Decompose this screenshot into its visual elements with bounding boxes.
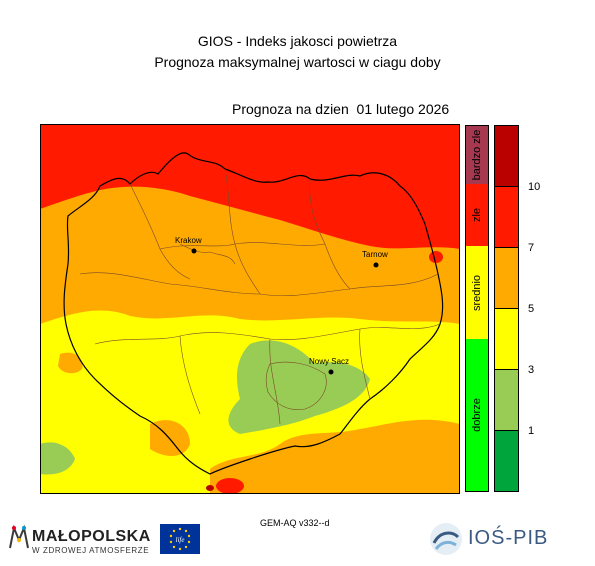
scale-segment bbox=[495, 248, 518, 309]
index-scale bbox=[494, 125, 519, 492]
ios-pib-logo-icon bbox=[430, 523, 462, 555]
ios-pib-name: IOŚ-PIB bbox=[468, 527, 549, 549]
forecast-date: Prognoza na dzien 01 lutego 2026 bbox=[232, 101, 450, 117]
zone-bad-spot bbox=[216, 478, 244, 494]
zone-bad bbox=[40, 124, 460, 249]
scale-tick: 5 bbox=[528, 303, 535, 315]
city-label: Krakow bbox=[175, 236, 202, 245]
legend-bad-label: zle bbox=[471, 207, 483, 223]
malopolska-name: MAŁOPOLSKA bbox=[32, 528, 151, 545]
zone-very-bad-spot bbox=[206, 485, 214, 491]
scale-segment bbox=[495, 309, 518, 370]
malopolska-logo-icon bbox=[9, 524, 29, 549]
malopolska-tagline: W ZDROWEJ ATMOSFERZE bbox=[32, 546, 150, 555]
eu-life-logo-icon: life bbox=[160, 524, 200, 554]
zone-good-sw bbox=[40, 442, 75, 475]
eu-life-logo-text: life bbox=[176, 536, 185, 544]
legend-bad: zle bbox=[466, 184, 488, 246]
county-borders bbox=[79, 168, 441, 425]
city-label: Nowy Sacz bbox=[309, 357, 349, 366]
scale-tick: 10 bbox=[528, 181, 541, 193]
model-label: GEM-AQ v332--d bbox=[260, 518, 330, 528]
map-title: GIOS - Indeks jakosci powietrza bbox=[197, 33, 398, 49]
scale-segment bbox=[495, 187, 518, 248]
map-subtitle: Prognoza maksymalnej wartosci w ciagu do… bbox=[154, 54, 441, 70]
category-legend: bardzo zle zle srednio dobrze bbox=[465, 125, 489, 492]
legend-moderate-label: srednio bbox=[471, 274, 483, 311]
zone-bad-spot bbox=[429, 251, 443, 263]
zone-good bbox=[228, 340, 370, 434]
city-nowy-sacz: Nowy Sacz bbox=[309, 357, 349, 375]
scale-tick: 1 bbox=[528, 425, 535, 437]
legend-moderate: srednio bbox=[466, 246, 488, 339]
legend-very-bad: bardzo zle bbox=[466, 126, 488, 184]
air-quality-map: Krakow Tarnow Nowy Sacz bbox=[40, 124, 460, 494]
city-krakow: Krakow bbox=[175, 236, 202, 254]
zone-moderate-high-patch bbox=[58, 352, 83, 374]
city-label: Tarnow bbox=[362, 250, 388, 259]
district-border bbox=[265, 361, 327, 410]
legend-very-bad-label: bardzo zle bbox=[471, 129, 483, 181]
scale-segment bbox=[495, 370, 518, 431]
city-tarnow: Tarnow bbox=[362, 250, 388, 268]
legend-good: dobrze bbox=[466, 339, 488, 491]
scale-tick: 7 bbox=[528, 242, 535, 254]
scale-tick: 3 bbox=[528, 364, 535, 376]
scale-segment bbox=[495, 126, 518, 187]
scale-segment bbox=[495, 431, 518, 491]
legend-good-label: dobrze bbox=[471, 398, 483, 432]
zone-moderate-high-patch bbox=[270, 441, 460, 494]
